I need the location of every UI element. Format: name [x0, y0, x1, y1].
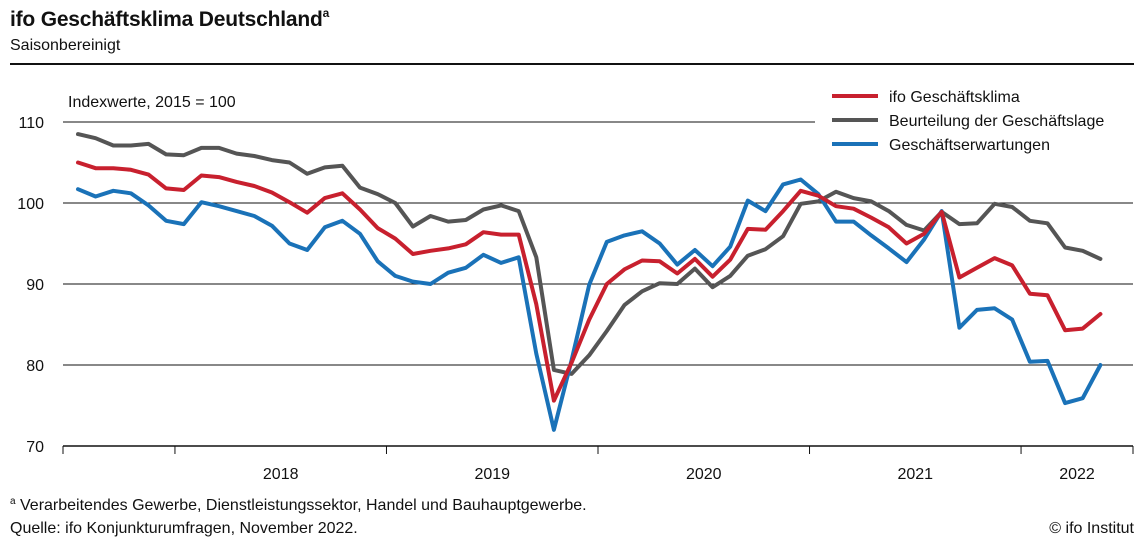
line-chart: 70 80 90 100 110 2018 2019 2020 2021 2022 Indexw… — [17, 89, 1134, 483]
chart-title: ifo Geschäftsklima Deutschlanda — [10, 6, 329, 32]
legend: ifo Geschäftsklima Beurteilung der Geschä… — [832, 89, 1104, 154]
y-tick-label-90: 90 — [26, 277, 44, 294]
y-axis: 70 80 90 100 110 — [17, 115, 44, 456]
footnote-text: Verarbeitendes Gewerbe, Dienstleistungss… — [20, 497, 587, 514]
footnote: a Verarbeitendes Gewerbe, Dienstleistung… — [10, 496, 587, 515]
title-rule — [10, 63, 1134, 65]
y-tick-label-80: 80 — [26, 358, 44, 375]
copyright: © ifo Institut — [1049, 520, 1134, 537]
y-tick-label-70: 70 — [26, 439, 44, 456]
grid-lines — [63, 121, 1133, 447]
legend-label-0: ifo Geschäftsklima — [889, 89, 1020, 106]
unit-label: Indexwerte, 2015 = 100 — [68, 94, 236, 111]
x-tick-label-2019: 2019 — [474, 466, 510, 483]
y-tick-label-110: 110 — [18, 115, 44, 132]
x-tick-label-2018: 2018 — [263, 466, 299, 483]
source-note: Quelle: ifo Konjunkturumfragen, November… — [10, 520, 358, 537]
x-tick-label-2021: 2021 — [897, 466, 933, 483]
footnote-marker: a — [10, 496, 16, 507]
x-axis: 2018 2019 2020 2021 2022 — [62, 446, 1134, 483]
series-line-0 — [76, 160, 1103, 403]
series-line-2 — [76, 177, 1103, 432]
y-tick-label-100: 100 — [17, 196, 44, 213]
chart-title-text: ifo Geschäftsklima Deutschland — [10, 8, 323, 31]
x-tick-label-2022: 2022 — [1059, 466, 1095, 483]
legend-label-2: Geschäftserwartungen — [889, 137, 1050, 154]
title-footnote-marker: a — [322, 6, 330, 20]
data-series — [76, 132, 1103, 432]
x-tick-label-2020: 2020 — [686, 466, 722, 483]
legend-label-1: Beurteilung der Geschäftslage — [889, 113, 1104, 130]
chart-subtitle: Saisonbereinigt — [10, 37, 121, 54]
